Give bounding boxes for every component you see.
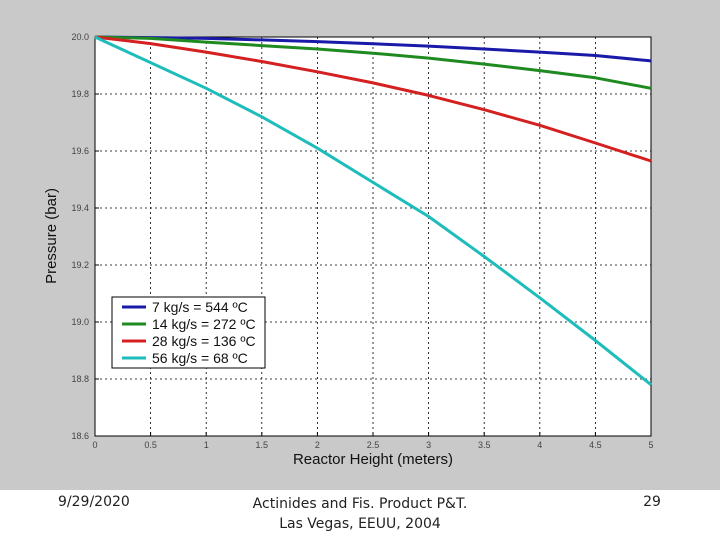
series-lines bbox=[94, 35, 652, 386]
x-tick-label: 2 bbox=[315, 440, 320, 450]
x-tick-label: 0 bbox=[92, 440, 97, 450]
x-tick-label: 3 bbox=[426, 440, 431, 450]
y-tick-label: 19.8 bbox=[71, 89, 89, 99]
series-line-3 bbox=[94, 35, 652, 163]
pressure-chart: 0 0.5 1 1.5 2 2.5 3 3.5 4 4.5 5 18.6 18.8 19.0 19.2 19.… bbox=[43, 32, 654, 468]
x-tick-label: 3.5 bbox=[478, 440, 491, 450]
footer-line-1: Actinides and Fis. Product P&T. bbox=[252, 496, 468, 512]
x-tick-label: 0.5 bbox=[144, 440, 157, 450]
y-tick-label: 19.4 bbox=[71, 203, 89, 213]
y-tick-label: 20.0 bbox=[71, 32, 89, 42]
y-tick-label: 19.6 bbox=[71, 146, 89, 156]
chart-background: 0 0.5 1 1.5 2 2.5 3 3.5 4 4.5 5 18.6 18.8 19.0 19.2 19.… bbox=[0, 0, 720, 490]
axis-ticks: 0 0.5 1 1.5 2 2.5 3 3.5 4 4.5 5 18.6 18.8 19.0 19.2 19.… bbox=[71, 32, 653, 450]
x-tick-label: 1 bbox=[204, 440, 209, 450]
y-tick-label: 19.0 bbox=[71, 317, 89, 327]
legend-label-2: 14 kg/s = 272 ºC bbox=[152, 316, 256, 332]
x-axis-label: Reactor Height (meters) bbox=[293, 451, 453, 468]
series-line-4 bbox=[94, 35, 652, 386]
footer-line-2: Las Vegas, EEUU, 2004 bbox=[279, 516, 441, 532]
footer-conference: Actinides and Fis. Product P&T. Las Vega… bbox=[0, 494, 720, 534]
x-tick-label: 4 bbox=[537, 440, 542, 450]
legend-label-1: 7 kg/s = 544 ºC bbox=[152, 299, 248, 315]
footer-date: 9/29/2020 bbox=[58, 494, 130, 510]
x-tick-label: 2.5 bbox=[367, 440, 380, 450]
x-tick-label: 1.5 bbox=[256, 440, 269, 450]
series-line-1 bbox=[94, 35, 652, 63]
plot-area bbox=[94, 36, 652, 437]
y-tick-label: 18.8 bbox=[71, 374, 89, 384]
page-number: 29 bbox=[643, 494, 661, 510]
y-axis-label: Pressure (bar) bbox=[43, 188, 60, 284]
y-tick-label: 19.2 bbox=[71, 260, 89, 270]
series-line-2 bbox=[94, 35, 652, 90]
legend-label-3: 28 kg/s = 136 ºC bbox=[152, 333, 256, 349]
x-tick-label: 5 bbox=[648, 440, 653, 450]
legend-box bbox=[111, 296, 266, 369]
y-tick-label: 18.6 bbox=[71, 431, 89, 441]
x-tick-label: 4.5 bbox=[589, 440, 602, 450]
grid-lines bbox=[95, 37, 651, 436]
legend-label-4: 56 kg/s = 68 ºC bbox=[152, 350, 248, 366]
